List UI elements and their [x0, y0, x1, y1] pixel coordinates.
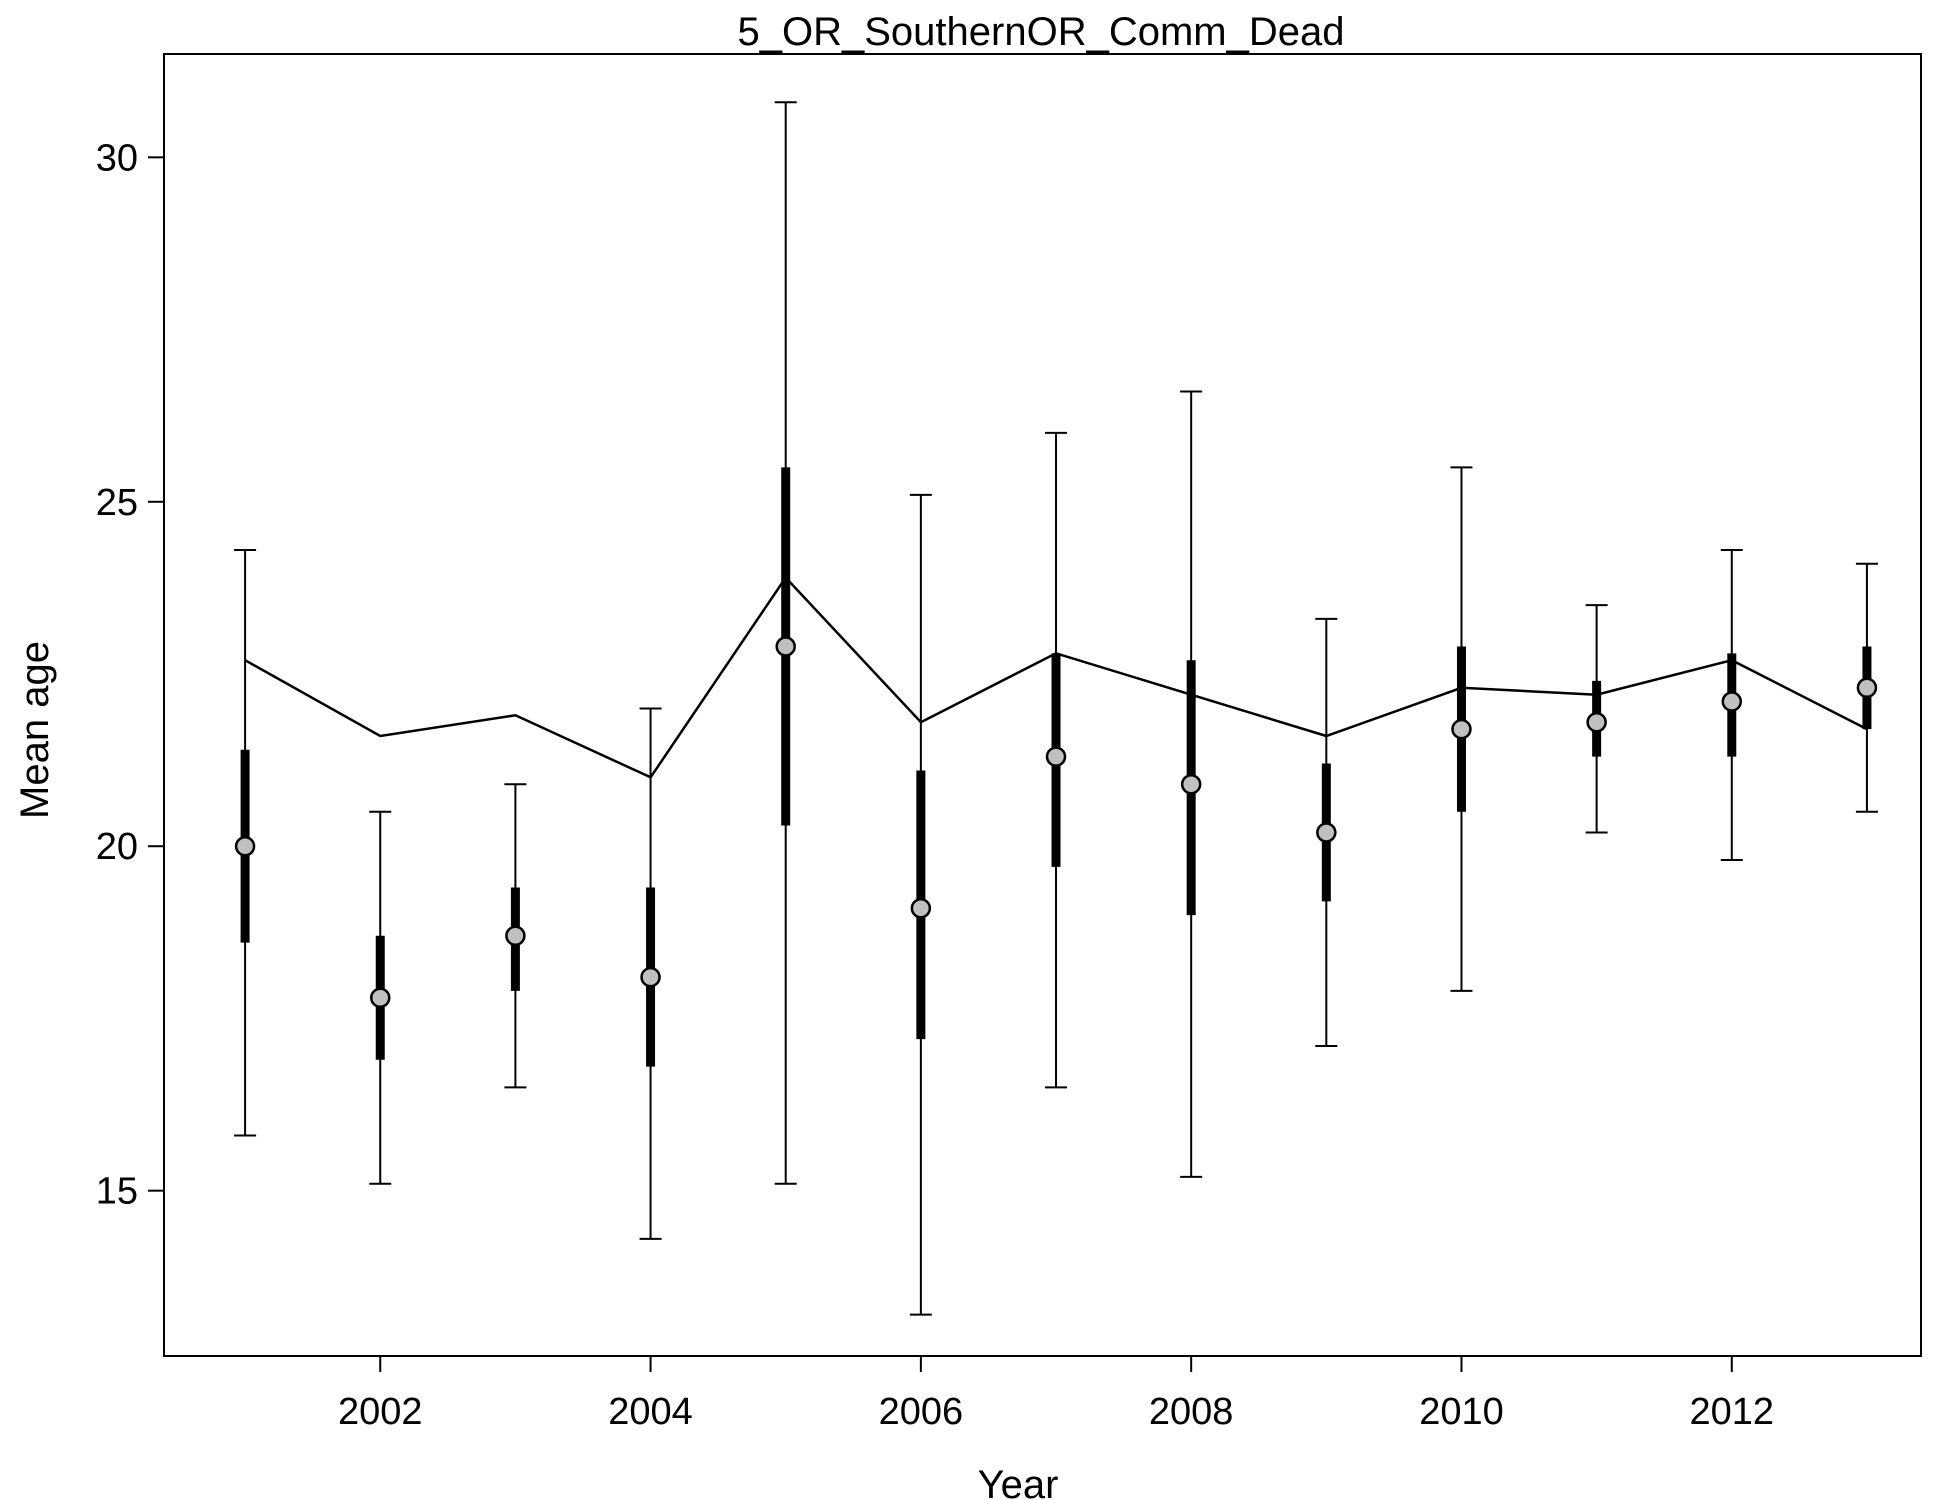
x-tick-label-2008: 2008	[1149, 1391, 1234, 1433]
data-point-2004	[640, 966, 661, 988]
x-tick-label-2002: 2002	[338, 1391, 423, 1433]
data-point-2012	[1721, 691, 1743, 712]
x-axis-label: Year	[978, 1463, 1059, 1500]
data-point-2011	[1586, 711, 1607, 733]
data-point-2013	[1856, 677, 1878, 699]
data-point-2010	[1451, 718, 1472, 740]
data-point-2002	[369, 987, 391, 1009]
chart-title: 5_OR_SouthernOR_Comm_Dead	[738, 10, 1345, 54]
data-point-2001	[234, 835, 256, 857]
plot-frame	[163, 53, 1922, 1357]
x-tick-label-2006: 2006	[879, 1391, 964, 1433]
data-point-2005	[775, 636, 796, 657]
error-bars	[234, 101, 1878, 1316]
data-point-2008	[1180, 773, 1202, 795]
x-tick-label-2004: 2004	[608, 1391, 693, 1433]
data-point-2009	[1316, 822, 1337, 843]
expected-line-group	[244, 575, 1868, 779]
y-tick-label-30: 30	[96, 137, 138, 179]
data-point-2007	[1045, 746, 1067, 767]
y-axis-label: Mean age	[13, 641, 57, 819]
expected-line	[244, 575, 1868, 779]
data-point-2003	[505, 925, 526, 947]
x-tick-label-2012: 2012	[1690, 1391, 1775, 1433]
y-tick-label-20: 20	[96, 826, 138, 868]
x-axis: 2002 2004 2006 2008 2010 2012	[338, 1356, 1774, 1433]
data-point-2006	[910, 897, 932, 919]
y-tick-label-25: 25	[96, 482, 138, 524]
y-tick-label-15: 15	[96, 1171, 138, 1213]
points	[234, 636, 1878, 1009]
x-tick-label-2010: 2010	[1419, 1391, 1504, 1433]
y-axis: 15 20 25 30	[96, 137, 164, 1213]
